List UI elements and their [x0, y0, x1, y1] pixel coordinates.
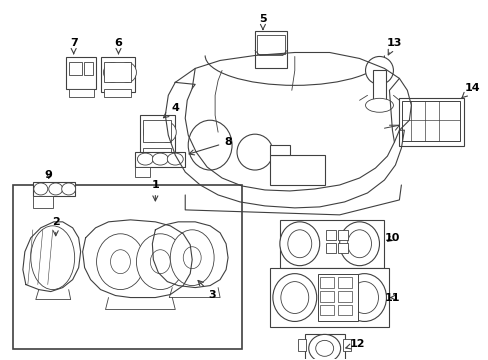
Text: 4: 4 — [163, 103, 179, 118]
Bar — [103, 89, 131, 97]
Ellipse shape — [136, 234, 184, 289]
Ellipse shape — [167, 153, 183, 165]
Text: 2: 2 — [52, 217, 60, 236]
Bar — [135, 152, 185, 167]
Bar — [140, 115, 175, 153]
Text: 12: 12 — [345, 339, 365, 349]
Ellipse shape — [158, 122, 176, 142]
Bar — [342, 339, 350, 351]
Bar — [372, 71, 386, 105]
Text: 11: 11 — [384, 293, 399, 302]
Bar — [65, 58, 95, 89]
Ellipse shape — [96, 234, 144, 289]
Ellipse shape — [152, 153, 168, 165]
Ellipse shape — [315, 340, 333, 356]
Bar — [297, 339, 305, 351]
Ellipse shape — [34, 183, 48, 195]
Ellipse shape — [280, 282, 308, 314]
Bar — [135, 167, 150, 177]
Bar — [103, 62, 131, 82]
Ellipse shape — [49, 183, 62, 195]
Text: 14: 14 — [461, 84, 479, 98]
Ellipse shape — [61, 183, 76, 195]
Bar — [337, 291, 351, 302]
Bar — [325, 243, 335, 253]
Bar — [269, 145, 289, 155]
Bar — [402, 101, 459, 141]
Bar — [13, 185, 242, 349]
Bar — [143, 148, 171, 156]
Bar — [143, 120, 171, 142]
Bar — [279, 220, 384, 268]
Ellipse shape — [350, 282, 378, 314]
Ellipse shape — [287, 230, 311, 258]
Ellipse shape — [308, 334, 340, 360]
Bar — [337, 243, 347, 253]
Text: 3: 3 — [198, 280, 216, 300]
Ellipse shape — [347, 230, 371, 258]
Bar — [256, 35, 285, 54]
Text: 10: 10 — [384, 233, 399, 243]
Bar — [319, 305, 333, 315]
Ellipse shape — [342, 274, 386, 321]
Text: 1: 1 — [151, 180, 159, 201]
Ellipse shape — [170, 230, 214, 285]
Bar — [68, 89, 93, 97]
Ellipse shape — [183, 247, 201, 269]
Text: 13: 13 — [386, 37, 401, 55]
Bar — [304, 334, 344, 360]
Bar — [337, 305, 351, 315]
Text: 5: 5 — [259, 14, 266, 30]
Ellipse shape — [237, 134, 272, 170]
Bar — [337, 276, 351, 288]
Ellipse shape — [188, 120, 232, 170]
Bar — [33, 182, 75, 196]
Text: 7: 7 — [70, 37, 78, 54]
Ellipse shape — [110, 250, 130, 274]
Bar — [317, 274, 357, 321]
Bar — [325, 230, 335, 240]
Ellipse shape — [150, 250, 170, 274]
Ellipse shape — [143, 122, 161, 142]
Bar — [101, 58, 135, 92]
Ellipse shape — [31, 226, 75, 289]
Bar — [399, 98, 463, 146]
Bar — [68, 62, 81, 75]
Ellipse shape — [137, 153, 153, 165]
Ellipse shape — [365, 98, 393, 112]
Ellipse shape — [339, 222, 379, 266]
Ellipse shape — [365, 57, 393, 84]
Bar — [319, 291, 333, 302]
Bar — [33, 196, 53, 208]
Text: 6: 6 — [114, 37, 122, 54]
Bar — [269, 268, 388, 328]
Bar — [254, 31, 286, 68]
Ellipse shape — [118, 62, 136, 82]
Ellipse shape — [103, 62, 121, 82]
Bar — [83, 62, 92, 75]
Ellipse shape — [272, 274, 316, 321]
Bar — [319, 276, 333, 288]
Bar — [337, 230, 347, 240]
Text: 8: 8 — [189, 137, 231, 155]
Bar — [269, 155, 324, 185]
Ellipse shape — [279, 222, 319, 266]
Text: 9: 9 — [45, 170, 53, 180]
